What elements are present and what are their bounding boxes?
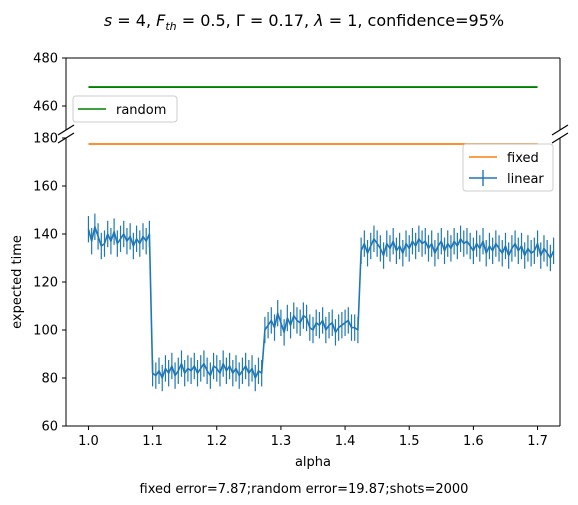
- title-s-variable: s: [104, 11, 112, 30]
- top-panel: 460 480: [33, 52, 569, 136]
- legend-random-label: random: [116, 103, 166, 118]
- linear-series-line: [87, 226, 555, 379]
- x-tick-label: 1.5: [399, 434, 420, 449]
- title-lambda-value: = 1, confidence=95%: [324, 11, 504, 30]
- title-s-value: = 4,: [112, 11, 156, 30]
- bottom-panel: 60 80 100 120 140 160 180 1.0 1.1 1.2 1.3 1.4 1.5 1.6…: [33, 132, 569, 449]
- x-tick-label: 1.7: [527, 434, 548, 449]
- x-tick-label: 1.3: [271, 434, 292, 449]
- y-tick-label: 100: [33, 324, 58, 339]
- legend-linear-label: linear: [507, 172, 544, 187]
- y-tick-label: 80: [41, 372, 58, 387]
- legend-top: random: [72, 95, 178, 123]
- x-axis-label: alpha: [295, 455, 331, 470]
- x-tick-label: 1.2: [206, 434, 227, 449]
- title-f-subscript: th: [165, 20, 176, 33]
- axis-break-mark: [551, 124, 569, 136]
- y-axis-label: expected time: [10, 235, 25, 329]
- title-f-variable: F: [156, 11, 166, 30]
- axis-break-mark: [551, 132, 569, 144]
- x-tick-label: 1.0: [78, 434, 99, 449]
- x-tick-label: 1.4: [335, 434, 356, 449]
- chart-title: s = 4, Fth = 0.5, Γ = 0.17, λ = 1, confi…: [104, 11, 504, 33]
- x-tick-label: 1.1: [142, 434, 163, 449]
- y-tick-label: 480: [33, 52, 58, 67]
- legend-fixed-label: fixed: [507, 151, 539, 166]
- y-tick-label: 160: [33, 180, 58, 195]
- title-gamma-value: = 0.17,: [245, 11, 314, 30]
- title-lambda-symbol: λ: [313, 11, 323, 30]
- title-gamma-symbol: Γ: [236, 11, 245, 30]
- legend-bottom: fixed linear: [462, 143, 554, 192]
- y-tick-label: 120: [33, 276, 58, 291]
- title-f-value: = 0.5,: [177, 11, 236, 30]
- footer-note: fixed error=7.87;random error=19.87;shot…: [140, 482, 469, 497]
- axis-break-mark: [57, 124, 75, 136]
- y-tick-label: 60: [41, 420, 58, 435]
- y-tick-label: 180: [33, 132, 58, 147]
- x-tick-label: 1.6: [463, 434, 484, 449]
- y-tick-label: 460: [33, 100, 58, 115]
- y-tick-label: 140: [33, 228, 58, 243]
- legend-top-frame: [72, 95, 178, 123]
- legend-bottom-frame: [462, 143, 554, 192]
